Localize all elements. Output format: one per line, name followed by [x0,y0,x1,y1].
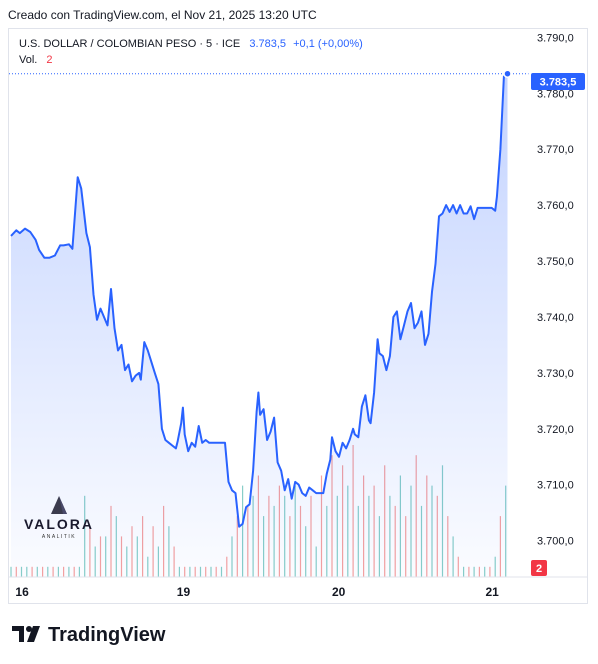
valora-watermark: VALORA ANALITIK [22,496,96,547]
tradingview-wordmark: TradingView [48,624,166,646]
price-line [10,72,509,528]
symbol-label[interactable]: U.S. DOLLAR / COLOMBIAN PESO · 5 · ICE [19,38,241,50]
tradingview-icon [12,626,40,642]
y-tick-label: 3.730,0 [537,368,574,380]
chart-legend: U.S. DOLLAR / COLOMBIAN PESO · 5 · ICE 3… [19,36,363,68]
price-chart[interactable]: 3.790,0 3.780,0 3.770,0 3.760,0 3.750,0 3.740… [9,29,588,604]
chart-caption: Creado con TradingView.com, el Nov 21, 2… [8,8,317,22]
last-price-dot [503,69,512,78]
y-tick-label: 3.750,0 [537,256,574,268]
price-axis[interactable]: 3.790,0 3.780,0 3.770,0 3.760,0 3.750,0 3.740… [537,32,574,547]
last-price: 3.783,5 [249,38,287,50]
y-tick-label: 3.720,0 [537,424,574,436]
valora-wordmark: VALORA [24,516,94,532]
y-tick-label: 3.760,0 [537,200,574,212]
price-area-fill [11,73,508,577]
x-tick-label: 20 [332,585,346,599]
volume-value: 2 [46,54,53,66]
price-change: +0,1 (+0,00%) [293,38,363,50]
chart-frame[interactable]: U.S. DOLLAR / COLOMBIAN PESO · 5 · ICE 3… [8,28,588,604]
tradingview-logo[interactable]: TradingView [12,622,182,646]
time-axis[interactable]: 16 19 20 21 [15,585,499,599]
y-tick-label: 3.700,0 [537,536,574,548]
y-tick-label: 3.710,0 [537,480,574,492]
y-tick-label: 3.790,0 [537,32,574,44]
y-tick-label: 3.740,0 [537,312,574,324]
price-badge-text: 3.783,5 [540,77,577,89]
x-tick-label: 16 [15,585,29,599]
x-tick-label: 19 [177,585,191,599]
price-badge: 3.783,5 [531,73,585,90]
volume-badge: 2 [531,560,547,576]
x-tick-label: 21 [486,585,500,599]
valora-subtext: ANALITIK [42,534,76,540]
y-tick-label: 3.780,0 [537,88,574,100]
y-tick-label: 3.770,0 [537,144,574,156]
volume-label[interactable]: Vol. [19,54,38,66]
volume-badge-text: 2 [536,563,542,575]
